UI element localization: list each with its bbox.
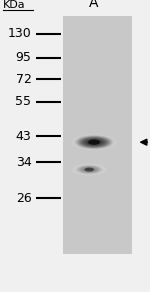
Ellipse shape: [71, 163, 107, 176]
Ellipse shape: [89, 140, 99, 144]
Ellipse shape: [71, 134, 117, 150]
Ellipse shape: [77, 165, 102, 174]
Ellipse shape: [84, 168, 95, 171]
Ellipse shape: [86, 168, 92, 171]
Ellipse shape: [83, 167, 96, 172]
Ellipse shape: [72, 164, 106, 175]
Ellipse shape: [77, 136, 111, 148]
Ellipse shape: [76, 165, 102, 174]
Ellipse shape: [74, 135, 115, 150]
Text: 55: 55: [15, 95, 32, 108]
Ellipse shape: [75, 165, 104, 175]
Text: 34: 34: [16, 156, 32, 169]
Ellipse shape: [87, 169, 91, 170]
Ellipse shape: [90, 141, 98, 143]
Ellipse shape: [78, 166, 101, 173]
Ellipse shape: [84, 168, 94, 171]
Ellipse shape: [79, 166, 100, 173]
Text: 26: 26: [16, 192, 32, 205]
Ellipse shape: [82, 167, 97, 172]
Ellipse shape: [84, 139, 104, 146]
Ellipse shape: [81, 137, 107, 147]
Ellipse shape: [88, 140, 100, 144]
Ellipse shape: [81, 167, 98, 173]
Ellipse shape: [80, 137, 109, 147]
Text: KDa: KDa: [3, 0, 26, 10]
Text: 95: 95: [16, 51, 32, 64]
Ellipse shape: [84, 168, 94, 171]
Ellipse shape: [88, 169, 90, 170]
Text: A: A: [89, 0, 99, 10]
Bar: [63, 16, 132, 254]
Ellipse shape: [80, 166, 99, 173]
Ellipse shape: [83, 138, 105, 146]
Ellipse shape: [87, 140, 101, 145]
Ellipse shape: [86, 139, 102, 145]
Text: 43: 43: [16, 130, 32, 143]
Ellipse shape: [88, 140, 100, 145]
Ellipse shape: [73, 164, 105, 175]
Ellipse shape: [76, 135, 112, 149]
Ellipse shape: [72, 134, 116, 150]
Ellipse shape: [78, 136, 110, 148]
Text: 130: 130: [8, 27, 32, 40]
Ellipse shape: [74, 164, 104, 175]
Text: 72: 72: [16, 73, 32, 86]
Ellipse shape: [85, 168, 93, 171]
Ellipse shape: [82, 138, 106, 147]
Ellipse shape: [92, 141, 96, 143]
Ellipse shape: [75, 135, 113, 149]
